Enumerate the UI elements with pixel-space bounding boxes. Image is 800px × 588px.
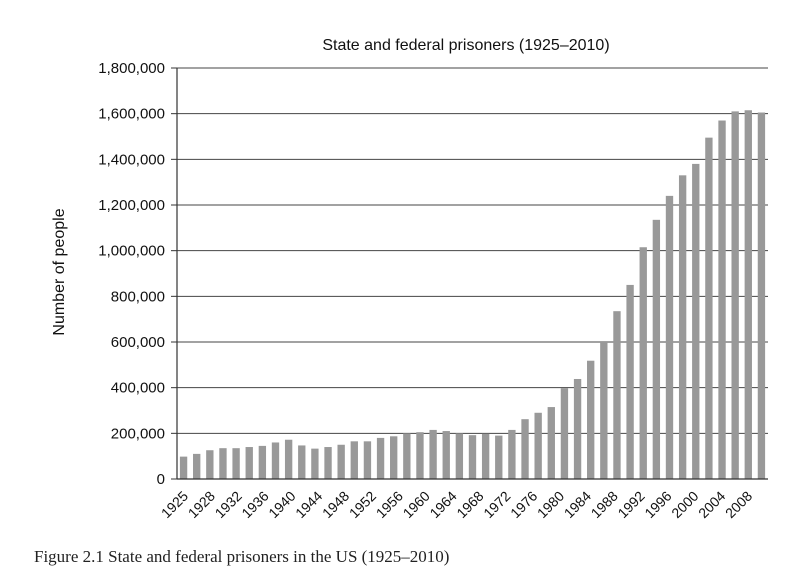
bar — [495, 435, 503, 479]
bar — [429, 429, 437, 479]
y-tick-label: 1,400,000 — [98, 151, 165, 168]
bar — [587, 360, 595, 479]
gridlines — [171, 67, 768, 480]
bar — [652, 219, 661, 479]
bar — [376, 437, 385, 479]
bar — [337, 444, 345, 479]
bar — [692, 163, 700, 479]
bar — [508, 429, 516, 479]
x-tick-label: 1996 — [641, 488, 674, 521]
y-tick-label: 200,000 — [111, 425, 165, 442]
x-tick-label: 2008 — [722, 488, 755, 521]
bar — [639, 247, 647, 479]
x-tick-label: 1984 — [561, 488, 594, 521]
x-tick-label: 1932 — [212, 488, 245, 521]
figure-caption: Figure 2.1 State and federal prisoners i… — [34, 547, 450, 566]
bar — [600, 342, 608, 479]
x-tick-label: 2000 — [668, 488, 701, 521]
y-tick-label: 800,000 — [111, 288, 165, 305]
x-tick-label: 1952 — [346, 488, 379, 521]
x-tick-label: 1980 — [534, 488, 567, 521]
bar — [757, 112, 766, 480]
x-tick-label: 1972 — [480, 488, 513, 521]
x-tick-label: 1976 — [507, 488, 540, 521]
y-tick-label: 1,600,000 — [98, 106, 165, 123]
bar — [573, 378, 582, 479]
y-tick-labels: 0 200,000 400,000 600,000 800,000 1,000,000 1,… — [98, 60, 165, 488]
y-tick-label: 1,000,000 — [98, 243, 165, 260]
x-tick-label: 1948 — [319, 488, 352, 521]
bar — [206, 450, 214, 479]
bar — [665, 195, 674, 479]
y-tick-label: 400,000 — [111, 380, 165, 397]
bar — [350, 441, 358, 479]
bar — [626, 284, 634, 479]
bar — [390, 436, 398, 479]
bar — [718, 120, 726, 480]
bar — [324, 447, 332, 479]
bar — [193, 453, 201, 479]
bar — [298, 445, 306, 479]
x-tick-label: 2004 — [695, 488, 728, 521]
bar — [245, 447, 253, 479]
bar — [284, 439, 293, 479]
x-tick-label: 1968 — [453, 488, 486, 521]
x-tick-label: 1956 — [373, 488, 406, 521]
bar — [534, 412, 542, 479]
bar — [271, 442, 280, 479]
bar — [731, 111, 739, 479]
bar — [678, 175, 687, 479]
x-tick-label: 1944 — [292, 488, 325, 521]
x-tick-label: 1960 — [400, 488, 433, 521]
y-tick-label: 600,000 — [111, 334, 165, 351]
bar — [744, 110, 752, 480]
bar — [219, 448, 227, 479]
y-tick-label: 1,800,000 — [98, 60, 165, 77]
bar — [416, 432, 424, 479]
x-tick-label: 1925 — [158, 488, 191, 521]
bar — [547, 407, 555, 479]
bar — [521, 419, 529, 479]
x-tick-label: 1988 — [588, 488, 621, 521]
bar — [442, 431, 450, 479]
x-tick-labels: 1925192819321936194019441948195219561960… — [158, 488, 756, 521]
bars — [179, 110, 766, 480]
bar — [258, 445, 267, 479]
bar — [232, 448, 240, 479]
bar — [468, 435, 477, 479]
bar — [455, 433, 464, 479]
bar — [481, 433, 490, 479]
y-axis-label: Number of people — [51, 208, 68, 335]
x-tick-label: 1992 — [614, 488, 647, 521]
bar — [363, 441, 372, 479]
bar — [613, 311, 621, 479]
x-tick-label: 1940 — [265, 488, 298, 521]
x-tick-label: 1936 — [238, 488, 271, 521]
y-tick-label: 0 — [157, 471, 165, 488]
y-tick-label: 1,200,000 — [98, 197, 165, 214]
bar — [311, 448, 319, 479]
x-tick-label: 1964 — [426, 488, 459, 521]
bar-chart: State and federal prisoners (1925–2010) … — [51, 37, 768, 521]
x-tick-label: 1928 — [185, 488, 218, 521]
bar — [560, 388, 569, 479]
bar — [705, 137, 713, 479]
bar — [403, 433, 411, 479]
chart-title: State and federal prisoners (1925–2010) — [322, 37, 609, 54]
bar — [179, 456, 188, 479]
